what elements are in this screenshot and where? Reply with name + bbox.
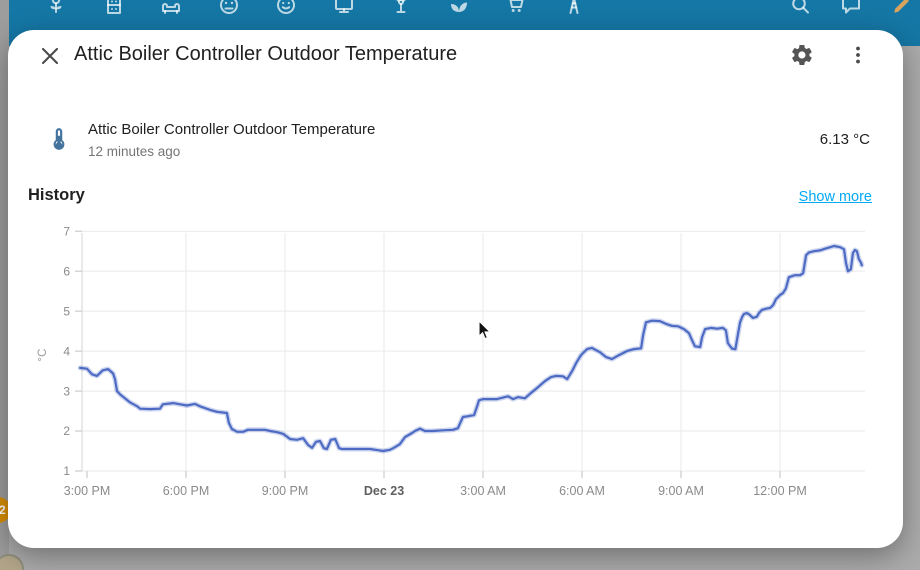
sprout-icon[interactable]	[447, 0, 471, 17]
pencil-icon[interactable]	[890, 0, 914, 17]
x-tick-label: 9:00 PM	[262, 484, 309, 498]
x-tick-label: 3:00 AM	[460, 484, 506, 498]
sofa-icon[interactable]	[159, 0, 183, 17]
temperature-line-halo	[77, 243, 865, 454]
history-heading: History	[28, 186, 85, 204]
dialog-header: Attic Boiler Controller Outdoor Temperat…	[8, 30, 903, 94]
x-tick-label: 9:00 AM	[658, 484, 704, 498]
tv-icon[interactable]	[332, 0, 356, 17]
chat-icon[interactable]	[839, 0, 863, 17]
dresser-icon[interactable]	[102, 0, 126, 17]
x-tick-label: 3:00 PM	[64, 484, 111, 498]
y-tick-label: 5	[63, 304, 70, 318]
entity-dialog: Attic Boiler Controller Outdoor Temperat…	[8, 30, 903, 548]
y-tick-label: 1	[63, 464, 70, 478]
overflow-menu-icon[interactable]	[846, 43, 870, 67]
search-icon[interactable]	[788, 0, 812, 17]
face-icon[interactable]	[274, 0, 298, 17]
y-tick-label: 4	[63, 344, 70, 358]
close-icon[interactable]	[38, 44, 62, 68]
dialog-title: Attic Boiler Controller Outdoor Temperat…	[74, 43, 458, 65]
x-tick-label: 6:00 AM	[559, 484, 605, 498]
vacuum-icon[interactable]	[217, 0, 241, 17]
x-tick-label: 6:00 PM	[163, 484, 210, 498]
notification-count: 2	[0, 503, 6, 517]
entity-name: Attic Boiler Controller Outdoor Temperat…	[88, 121, 376, 138]
entity-state-value: 6.13 °C	[819, 131, 870, 148]
y-tick-label: 7	[63, 224, 70, 238]
x-tick-label: Dec 23	[364, 484, 404, 498]
dashboard-tabs	[44, 0, 586, 17]
gear-icon[interactable]	[790, 43, 814, 67]
thermometer-icon	[46, 126, 72, 152]
fan-icon[interactable]	[389, 0, 413, 17]
toolbar-actions	[788, 0, 914, 17]
x-tick-label: 12:00 PM	[753, 484, 807, 498]
y-tick-label: 3	[63, 384, 70, 398]
history-chart[interactable]: 1 2 3 4 5 6 7 3:00 PM 6:00 PM 9:00 PM Dec 23 3:00 A…	[8, 223, 903, 528]
y-tick-label: 6	[63, 264, 70, 278]
avatar	[0, 554, 24, 570]
y-axis-unit-label: °C	[37, 349, 49, 362]
entity-row[interactable]: Attic Boiler Controller Outdoor Temperat…	[8, 112, 903, 168]
temperature-line	[79, 244, 863, 453]
ladder-icon[interactable]	[562, 0, 586, 17]
cart-icon[interactable]	[504, 0, 528, 17]
sidebar-edge	[0, 0, 9, 570]
history-section-header: History Show more	[8, 182, 903, 216]
entity-last-changed: 12 minutes ago	[88, 144, 181, 159]
flower-icon[interactable]	[44, 0, 68, 17]
notification-badge: 2	[0, 497, 11, 523]
temperature-line-chart[interactable]: 1 2 3 4 5 6 7 3:00 PM 6:00 PM 9:00 PM Dec 23 3:00 A…	[8, 223, 903, 528]
y-tick-label: 2	[63, 424, 70, 438]
show-more-link[interactable]: Show more	[798, 189, 872, 205]
